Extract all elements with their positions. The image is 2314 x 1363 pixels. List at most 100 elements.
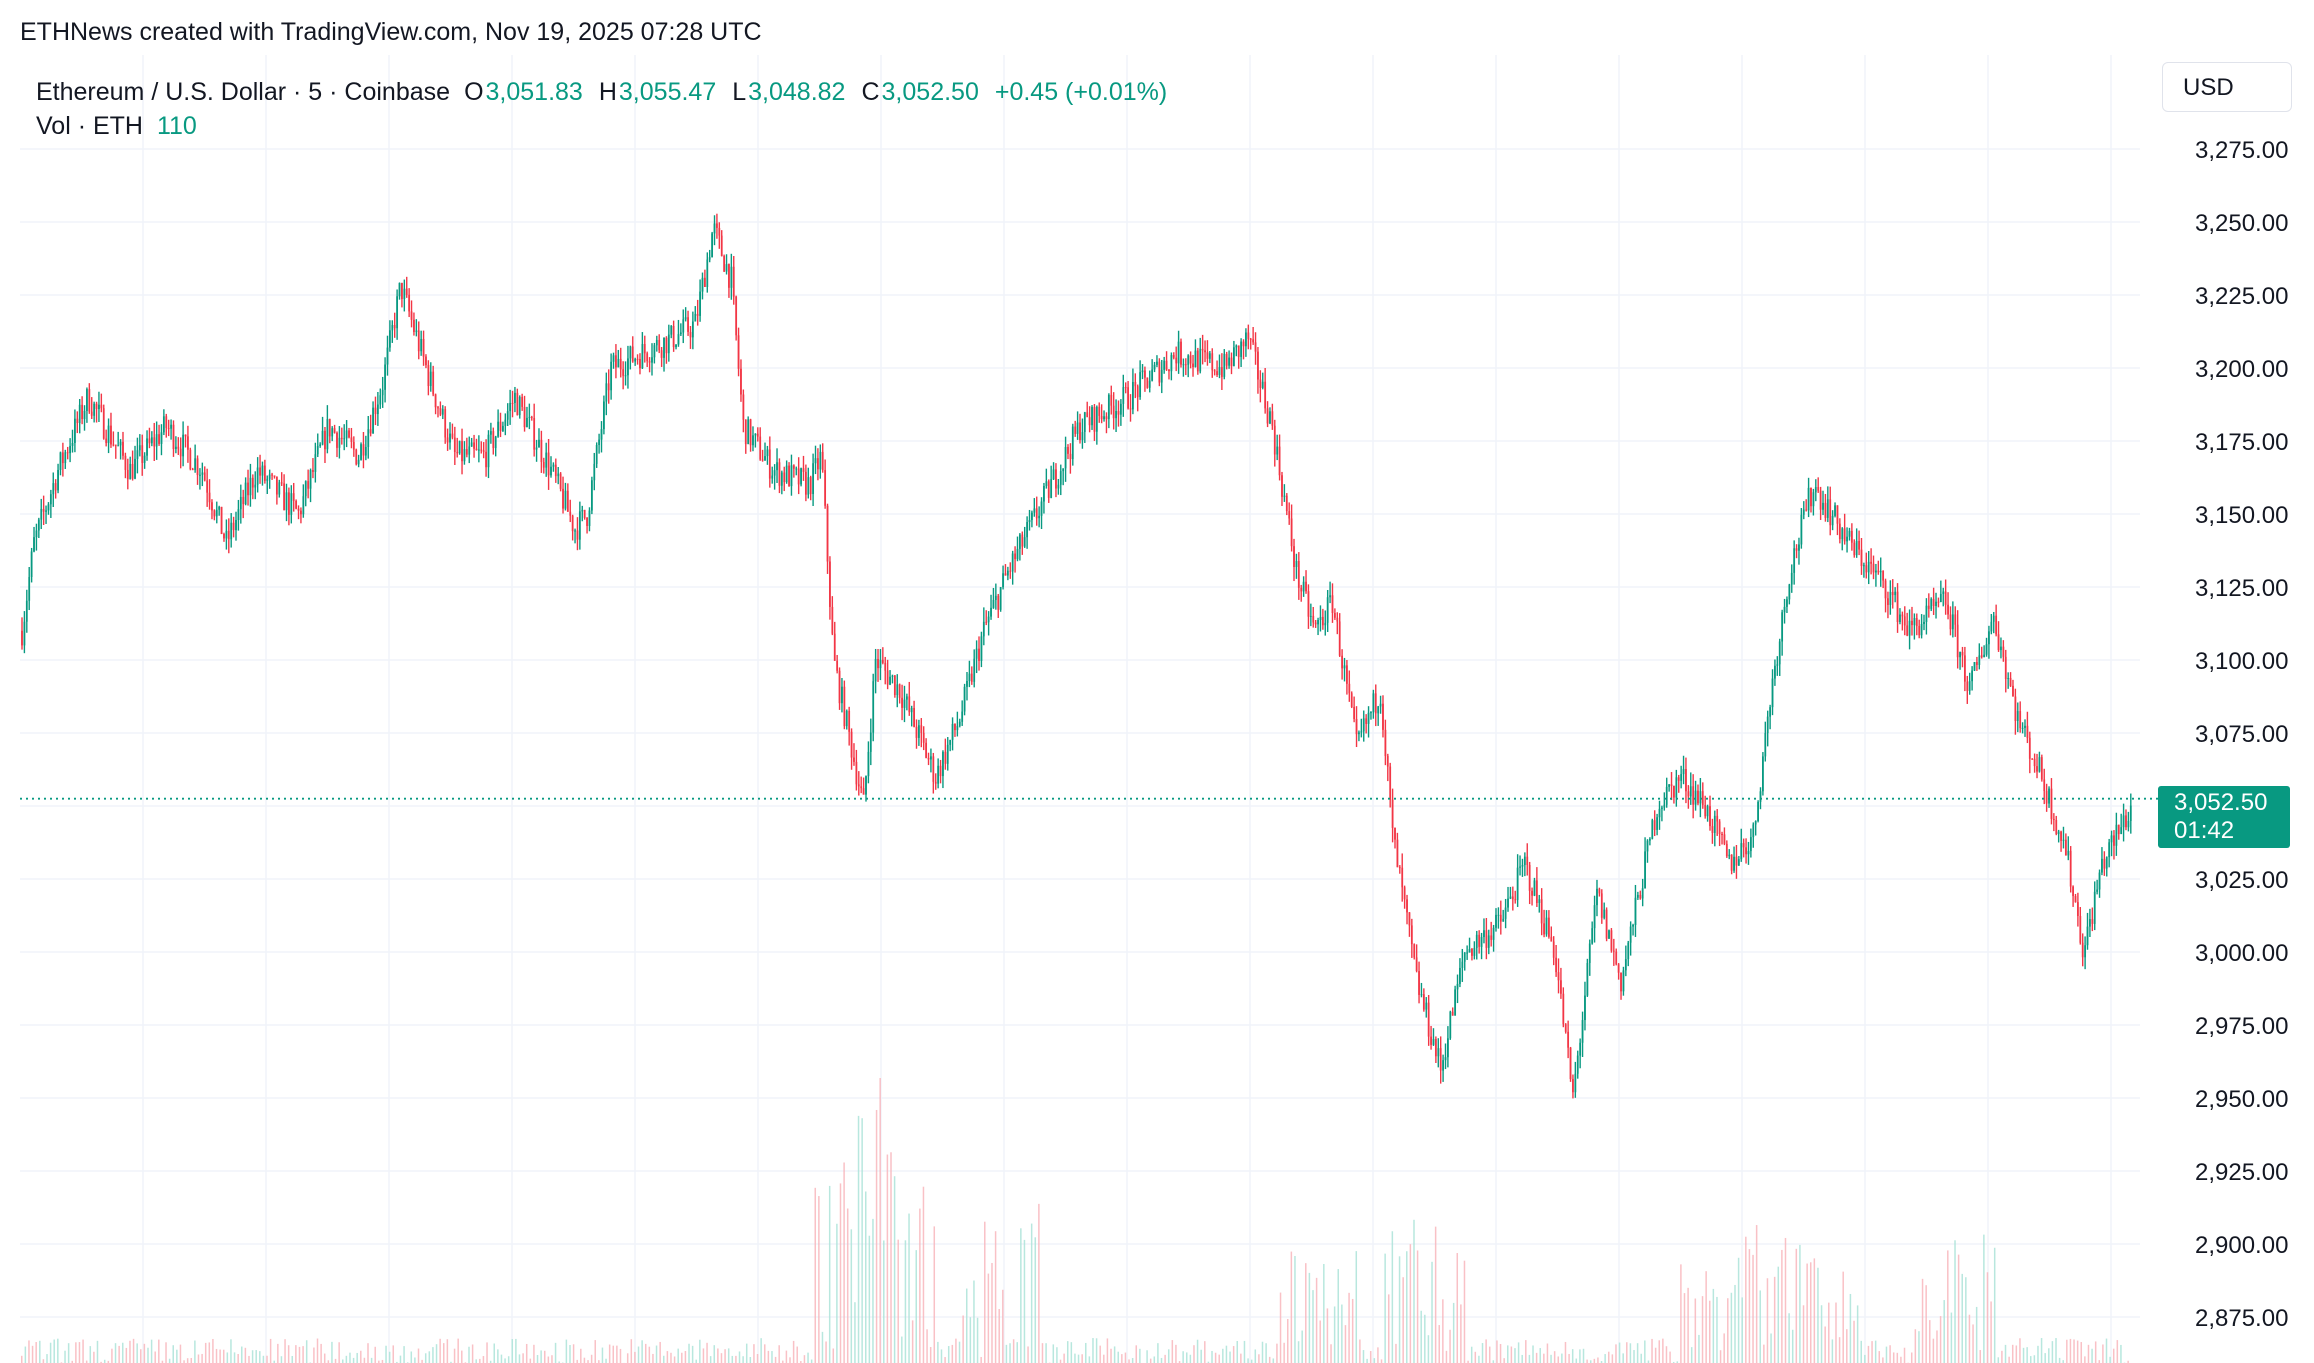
volume-bar: [2011, 1344, 2014, 1363]
candle-body: [778, 462, 781, 486]
candle-body: [1899, 614, 1901, 622]
candle-body: [1432, 1039, 1435, 1045]
volume-bar: [753, 1344, 755, 1363]
candle-body: [1966, 681, 1969, 691]
candle-body: [1018, 534, 1021, 549]
volume-bar: [1571, 1349, 1574, 1363]
candle-body: [720, 235, 723, 257]
volume-bar: [1885, 1346, 1888, 1363]
candle-body: [975, 648, 978, 659]
volume-bar: [1521, 1354, 1523, 1363]
candle-body: [314, 454, 317, 472]
volume-bar: [1171, 1340, 1174, 1363]
candle-body: [158, 434, 160, 444]
volume-bar: [1784, 1237, 1787, 1363]
volume-bar: [2073, 1339, 2075, 1363]
candle-body: [1038, 515, 1041, 519]
candle-body: [1826, 499, 1829, 518]
candle-body: [208, 492, 211, 503]
volume-bar: [1474, 1351, 1477, 1363]
candle-body: [932, 756, 935, 782]
candle-body: [1103, 416, 1105, 420]
volume-bar: [569, 1345, 571, 1363]
candle-body: [646, 353, 649, 362]
candle-body: [348, 430, 350, 438]
candle-body: [1069, 453, 1072, 460]
candle-body: [131, 463, 134, 479]
volume-bar: [1600, 1361, 1603, 1363]
volume-bar: [803, 1355, 806, 1363]
candle-body: [302, 496, 305, 515]
candle-body: [1098, 406, 1101, 416]
candle-body: [1687, 791, 1690, 797]
candle-body: [1572, 1079, 1574, 1093]
candle-body: [939, 765, 942, 777]
candle-body: [1742, 843, 1745, 848]
volume-bar: [536, 1354, 539, 1363]
candle-body: [1314, 622, 1317, 625]
candle-body: [699, 291, 701, 316]
volume-bar: [807, 1352, 809, 1363]
volume-bar: [475, 1359, 477, 1363]
candle-body: [1555, 957, 1558, 973]
candle-body: [401, 283, 403, 299]
candle-body: [2060, 831, 2062, 841]
candle-body: [1117, 411, 1120, 415]
candle-body: [470, 442, 473, 447]
candle-body: [182, 434, 185, 457]
candle-body: [1733, 856, 1735, 871]
candle-body: [1860, 549, 1863, 566]
volume-bar: [1351, 1298, 1354, 1363]
volume-bar: [634, 1351, 636, 1363]
currency-button[interactable]: USD: [2162, 62, 2292, 112]
volume-bar: [1088, 1356, 1091, 1363]
volume-bar: [735, 1355, 737, 1363]
candle-body: [1976, 662, 1978, 665]
volume-bar: [1488, 1346, 1491, 1363]
candle-body: [485, 451, 487, 468]
candle-body: [518, 396, 521, 416]
candle-body: [667, 334, 670, 354]
volume-bar: [489, 1360, 492, 1363]
volume-label[interactable]: Vol · ETH: [36, 112, 143, 140]
volume-bar: [82, 1339, 84, 1363]
chart-pane[interactable]: 3,275.00 3,250.00 3,225.00 3,200.00 3,175.00…: [20, 55, 2314, 1363]
candle-body: [1434, 1039, 1437, 1057]
candle-body: [987, 616, 990, 623]
symbol-title[interactable]: Ethereum / U.S. Dollar · 5 · Coinbase: [36, 78, 451, 106]
volume-bar: [1838, 1337, 1841, 1363]
volume-bar: [1431, 1261, 1433, 1363]
volume-bar: [1842, 1271, 1844, 1363]
candle-body: [2069, 850, 2072, 887]
candle-body: [826, 505, 829, 562]
volume-bar: [1896, 1352, 1899, 1363]
candle-body: [1211, 353, 1214, 371]
candle-body: [2074, 896, 2077, 903]
candle-body: [742, 394, 745, 420]
volume-bar: [507, 1356, 510, 1363]
candle-body: [155, 434, 158, 447]
candle-body: [1766, 716, 1769, 734]
candle-body: [836, 660, 839, 671]
volume-bar: [327, 1360, 330, 1363]
candle-body: [1887, 598, 1889, 605]
candle-body: [1749, 837, 1752, 852]
volume-bar: [951, 1344, 954, 1363]
candle-body: [1177, 341, 1180, 364]
candle-body: [1939, 593, 1942, 603]
volume-bar: [1395, 1343, 1397, 1363]
volume-bar: [1066, 1341, 1069, 1363]
candle-body: [1829, 499, 1832, 526]
volume-bar: [1597, 1357, 1599, 1363]
volume-bar: [1442, 1299, 1444, 1363]
volume-bar: [2087, 1344, 2090, 1363]
candle-body: [1610, 930, 1613, 951]
candle-body: [1877, 570, 1880, 573]
volume-bar: [129, 1340, 131, 1363]
price-chart[interactable]: 3,275.00 3,250.00 3,225.00 3,200.00 3,175.00…: [20, 55, 2314, 1363]
candle-body: [1004, 573, 1007, 576]
candle-body: [547, 452, 550, 476]
candle-body: [477, 449, 480, 451]
volume-bar: [893, 1176, 896, 1363]
volume-bar: [432, 1347, 434, 1363]
